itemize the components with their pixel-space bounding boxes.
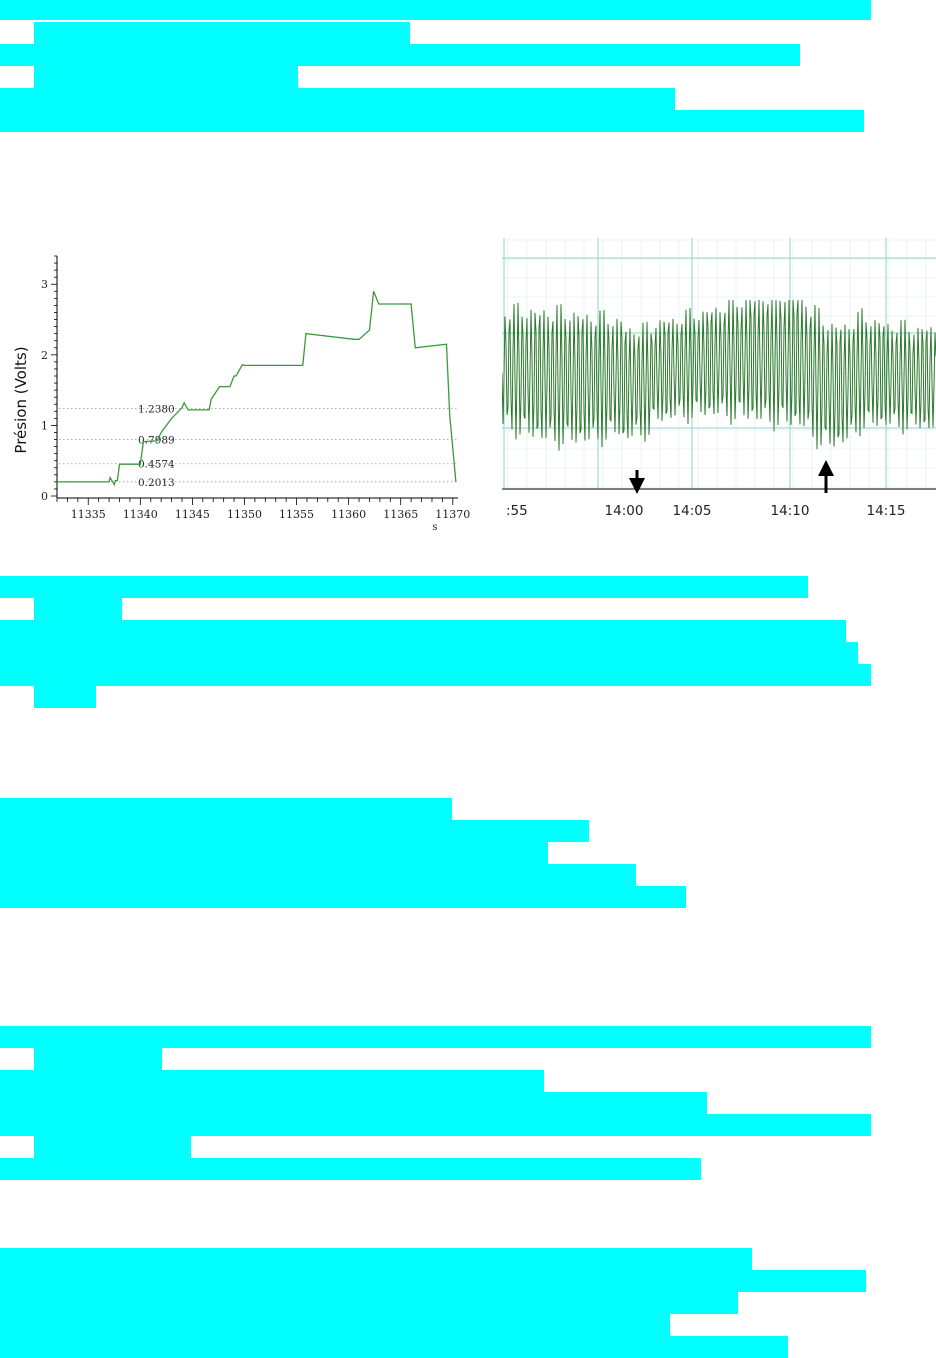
x-tick-label: 11340 — [123, 508, 158, 521]
x-tick-label: 14:15 — [867, 503, 906, 519]
redacted-text-line — [0, 0, 871, 20]
redacted-text-line — [0, 1158, 701, 1180]
redacted-text-line — [0, 88, 675, 110]
left-pressure-chart: 11335 11340 11345 11350 11355 11360 11365 11370… — [41, 255, 470, 533]
signal-trace-line — [502, 299, 936, 451]
redacted-text-line — [34, 1136, 191, 1158]
reference-line-label: 1.2380 — [138, 404, 175, 416]
down-arrow-marker — [629, 470, 645, 494]
redacted-text-line — [0, 1114, 871, 1136]
redacted-text-line — [0, 1336, 788, 1358]
x-tick-label: 11360 — [331, 508, 366, 521]
redacted-text-line — [34, 1048, 162, 1070]
redacted-text-line — [0, 798, 452, 820]
redacted-text-line — [0, 1092, 707, 1114]
reference-line-label: 0.2013 — [138, 477, 175, 489]
y-tick-label: 2 — [41, 349, 48, 362]
redacted-text-line — [0, 842, 548, 864]
pressure-series-line — [57, 291, 457, 487]
redacted-text-line — [34, 598, 122, 620]
x-tick-label: 11355 — [279, 508, 314, 521]
redacted-text-line — [0, 886, 686, 908]
x-axis-label: s — [432, 522, 437, 533]
redacted-text-line — [0, 110, 864, 132]
redacted-text-line — [0, 44, 800, 66]
right-time-trace-chart: :55 14:00 14:05 14:10 14:15 — [502, 238, 936, 519]
redacted-text-line — [0, 576, 808, 598]
y-tick-label: 3 — [41, 278, 48, 291]
x-tick-label: :55 — [506, 503, 528, 519]
redacted-text-line — [0, 1292, 738, 1314]
x-tick-label: 11365 — [383, 508, 418, 521]
redacted-text-line — [0, 864, 636, 886]
reference-line-label: 0.4574 — [138, 459, 175, 471]
redacted-text-line — [34, 66, 298, 88]
y-tick-label: 0 — [41, 490, 48, 503]
up-arrow-marker — [818, 460, 834, 493]
redacted-text-line — [0, 642, 858, 664]
redacted-text-line — [34, 22, 410, 44]
x-tick-label: 11350 — [227, 508, 262, 521]
redacted-text-line — [0, 1026, 871, 1048]
x-tick-label: 11370 — [435, 508, 470, 521]
redacted-text-line — [34, 686, 96, 708]
redacted-text-line — [0, 820, 589, 842]
redacted-text-line — [0, 1248, 752, 1270]
x-tick-label: 14:05 — [673, 503, 712, 519]
y-tick-label: 1 — [41, 419, 48, 432]
redacted-text-line — [0, 620, 846, 642]
redacted-text-line — [0, 1070, 544, 1092]
x-tick-label: 11345 — [175, 508, 210, 521]
redacted-text-line — [0, 1270, 866, 1292]
x-tick-label: 11335 — [71, 508, 106, 521]
x-tick-label: 14:00 — [605, 503, 644, 519]
redacted-text-line — [0, 664, 871, 686]
redacted-text-line — [0, 1314, 670, 1336]
x-tick-label: 14:10 — [771, 503, 810, 519]
